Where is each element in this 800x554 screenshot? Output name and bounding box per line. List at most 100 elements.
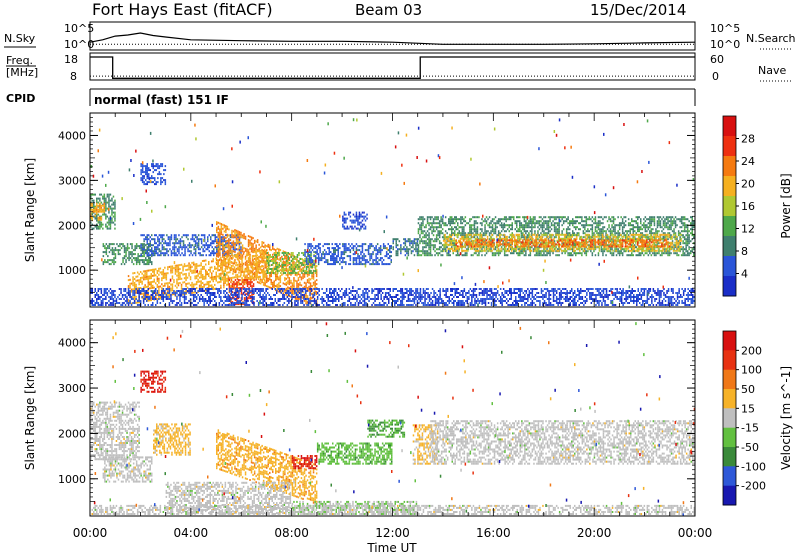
heat-cell [145, 169, 147, 172]
heat-cell [361, 257, 364, 260]
heat-cell [339, 257, 341, 260]
heat-cell [446, 246, 448, 249]
heat-cell [207, 246, 209, 249]
heat-cell [612, 226, 615, 229]
heat-cell [635, 232, 637, 235]
heat-cell [283, 272, 285, 274]
heat-cell [291, 282, 294, 285]
heat-cell [311, 285, 313, 288]
heat-cell [253, 275, 256, 278]
heat-cell [558, 232, 560, 235]
heat-cell [305, 270, 308, 272]
heat-cell [268, 266, 270, 268]
heat-cell [629, 224, 631, 227]
heat-cell [90, 216, 92, 219]
heat-cell [546, 220, 548, 223]
heat-cell [195, 263, 198, 266]
heat-cell [234, 303, 237, 306]
heat-cell [168, 265, 171, 268]
heat-cell [200, 242, 203, 245]
heat-cell [299, 265, 301, 268]
heat-cell [528, 222, 530, 225]
heat-cell [249, 239, 251, 242]
heat-cell [520, 224, 523, 227]
heat-cell [149, 269, 151, 272]
heat-cell [93, 199, 95, 202]
heat-cell [428, 240, 430, 243]
heat-cell [588, 218, 591, 221]
heat-cell [608, 244, 610, 247]
heat-cell [132, 280, 134, 283]
heat-cell [357, 253, 359, 256]
heat-cell [128, 253, 130, 256]
heat-cell [597, 228, 600, 231]
heat-cell [513, 252, 515, 255]
heat-cell [546, 222, 548, 225]
heat-cell [90, 208, 92, 211]
heat-cell [214, 246, 216, 249]
heat-cell [200, 264, 202, 267]
heat-cell [158, 295, 160, 298]
heat-cell [148, 238, 150, 241]
heat-cell [248, 257, 251, 260]
heat-cell [597, 254, 600, 257]
heat-cell [248, 277, 251, 280]
heat-cell [153, 280, 155, 283]
heat-cell [343, 245, 346, 248]
heat-cell [143, 259, 145, 262]
heat-cell [265, 250, 267, 253]
heat-cell [198, 284, 201, 287]
heat-cell [487, 230, 489, 233]
heat-cell [178, 250, 180, 253]
heat-cell [446, 236, 448, 239]
heat-cell [111, 217, 113, 220]
heat-cell [314, 268, 317, 270]
heat-cell [135, 263, 138, 266]
heat-cell [460, 218, 462, 221]
heat-cell [543, 250, 545, 253]
heat-cell [257, 250, 260, 253]
frequency-trace [90, 56, 695, 79]
heat-cell [145, 249, 147, 252]
heat-cell [407, 254, 410, 257]
heat-cell [265, 256, 267, 259]
heat-cell [158, 279, 160, 282]
heat-cell [234, 233, 236, 236]
heat-cell [349, 225, 352, 228]
heat-cell [599, 228, 601, 231]
heat-cell [141, 244, 144, 247]
heat-cell [292, 260, 294, 262]
heat-cell [299, 267, 301, 270]
heat-cell [452, 242, 454, 245]
heat-cell [166, 250, 168, 253]
heat-cell [261, 253, 263, 256]
heat-cell [284, 257, 286, 260]
heat-cell [475, 222, 477, 225]
heat-cell [494, 246, 497, 249]
heat-cell [222, 233, 224, 236]
heat-cell [266, 270, 268, 272]
heat-cell [112, 215, 115, 218]
heat-cell [549, 254, 551, 257]
heat-cell [292, 270, 294, 272]
heat-cell [600, 248, 603, 251]
heat-cell [313, 247, 315, 250]
heat-cell [181, 240, 183, 243]
heat-cell [410, 242, 413, 245]
heat-cell [634, 250, 636, 253]
heat-cell [208, 281, 210, 283]
heat-cell [207, 248, 209, 251]
heat-cell [140, 246, 142, 249]
heat-cell [540, 254, 542, 257]
heat-cell [506, 248, 509, 251]
heat-cell [543, 220, 545, 223]
heat-cell [272, 256, 274, 258]
heat-cell [623, 216, 625, 219]
heat-cell [482, 246, 485, 249]
heat-cell [278, 258, 280, 261]
heat-cell [476, 230, 479, 233]
heat-cell [264, 276, 266, 279]
heat-cell [266, 281, 268, 284]
heat-cell [605, 216, 607, 219]
heat-cell [273, 248, 275, 251]
